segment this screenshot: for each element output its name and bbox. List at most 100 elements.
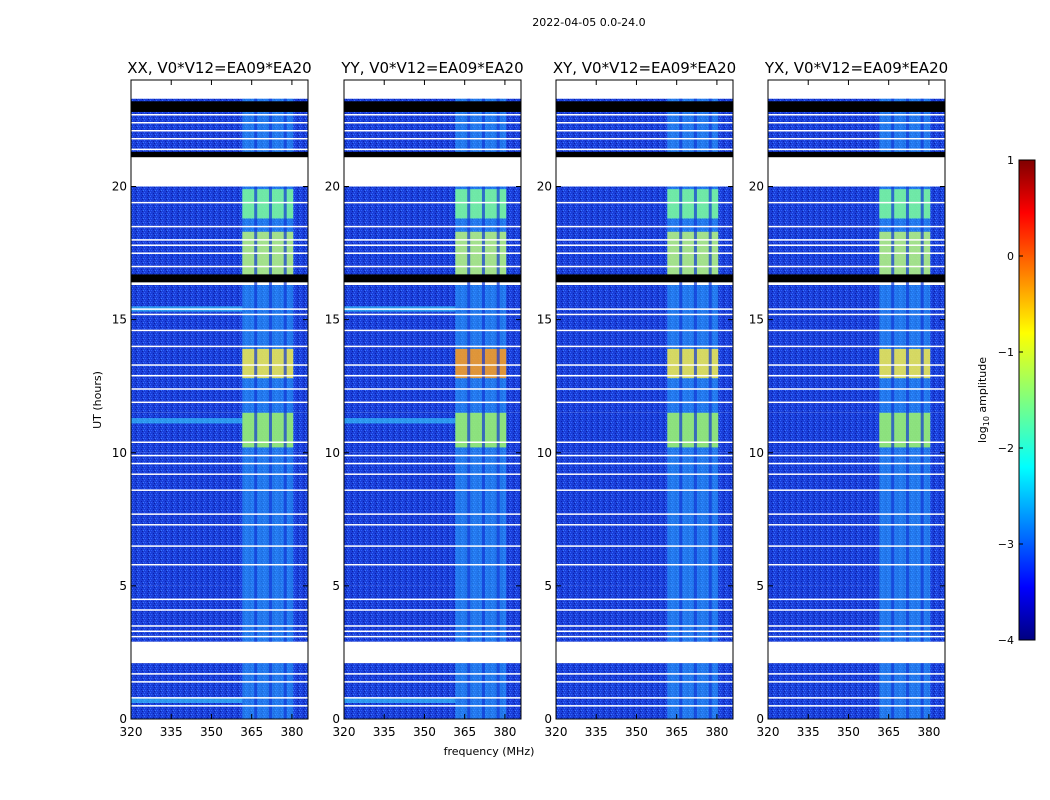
flagged-line — [556, 681, 733, 683]
cross-band-stripe — [344, 418, 456, 424]
flagged-line — [768, 345, 945, 348]
flagged-line — [556, 345, 733, 348]
flagged-line — [131, 609, 308, 611]
flagged-line — [556, 374, 733, 377]
flagged-line — [344, 313, 521, 316]
flagged-line — [768, 329, 945, 332]
y-tick-label: 5 — [544, 579, 552, 593]
channel-gap — [920, 80, 924, 719]
y-tick-label: 5 — [756, 579, 764, 593]
x-tick-label: 380 — [705, 725, 728, 739]
flagged-line — [556, 329, 733, 332]
flagged-line — [131, 313, 308, 316]
y-tick-label: 15 — [325, 313, 340, 327]
flagged-line — [556, 705, 733, 707]
flagged-line — [344, 401, 521, 404]
flagged-line — [768, 462, 945, 465]
channel-gap — [254, 80, 258, 719]
flagged-line — [344, 563, 521, 566]
black-stripe — [768, 101, 945, 112]
flagged-line — [556, 148, 733, 151]
x-tick-label: 350 — [837, 725, 860, 739]
flagged-line — [768, 545, 945, 547]
flagged-line — [768, 697, 945, 699]
black-stripe — [131, 151, 308, 158]
flagged-line — [344, 114, 521, 116]
flagged-line — [344, 148, 521, 151]
flagged-line — [344, 388, 521, 390]
colorbar-label: log10 amplitude — [976, 357, 991, 443]
y-axis-label: UT (hours) — [91, 371, 104, 429]
black-stripe — [556, 274, 733, 283]
cross-band-stripe — [344, 697, 456, 704]
flagged-line — [768, 148, 945, 151]
channel-gap — [693, 80, 697, 719]
flagged-line — [556, 201, 733, 204]
black-stripe — [344, 274, 521, 283]
colorbar-ticks: 1 0 −1 −2 −3 −4 — [998, 154, 1023, 647]
flagged-line — [344, 122, 521, 124]
flagged-line — [556, 598, 733, 601]
x-tick-label: 365 — [453, 725, 476, 739]
black-stripe — [131, 274, 308, 283]
x-tick-label: 350 — [200, 725, 223, 739]
panel-title: XY, V0*V12=EA09*EA20 — [553, 59, 736, 77]
flagged-line — [768, 454, 945, 457]
flagged-line — [556, 244, 733, 246]
y-tick-label: 0 — [332, 712, 340, 726]
y-tick-label: 0 — [119, 712, 127, 726]
flagged-line — [344, 129, 521, 132]
x-tick-label: 380 — [280, 725, 303, 739]
flagged-line — [344, 374, 521, 377]
spectrogram-panel-xy: XY, V0*V12=EA09*EA20 320 335 350 365 380 0 5 10 1… — [537, 59, 736, 739]
flagged-gap — [344, 154, 521, 187]
flagged-line — [768, 201, 945, 204]
flagged-line — [556, 441, 733, 443]
flagged-line — [344, 630, 521, 633]
flagged-line — [768, 609, 945, 611]
flagged-line — [556, 635, 733, 638]
flagged-line — [768, 265, 945, 268]
x-tick-label: 320 — [333, 725, 356, 739]
flagged-line — [768, 681, 945, 683]
flagged-line — [131, 345, 308, 348]
x-tick-label: 320 — [120, 725, 143, 739]
flagged-line — [131, 265, 308, 268]
flagged-line — [131, 244, 308, 246]
channel-gap — [268, 80, 272, 719]
flagged-line — [768, 598, 945, 601]
flagged-line — [768, 705, 945, 707]
flagged-line — [344, 635, 521, 638]
flagged-line — [344, 462, 521, 465]
flagged-line — [131, 630, 308, 633]
flagged-line — [768, 114, 945, 116]
flagged-line — [344, 364, 521, 366]
y-tick-label: 15 — [537, 313, 552, 327]
flagged-line — [344, 697, 521, 699]
y-tick-label: 20 — [537, 180, 552, 194]
flagged-line — [344, 545, 521, 547]
flagged-line — [556, 630, 733, 633]
y-tick-label: 20 — [749, 180, 764, 194]
flagged-line — [131, 364, 308, 366]
flagged-gap — [344, 641, 521, 664]
spectrogram-panel-yy: YY, V0*V12=EA09*EA20 320 335 350 365 380 0 5 10 1… — [325, 59, 524, 739]
channel-gap — [905, 80, 909, 719]
channel-gap — [283, 80, 287, 719]
y-tick-label: 10 — [537, 446, 552, 460]
x-tick-label: 380 — [917, 725, 940, 739]
flagged-line — [768, 489, 945, 491]
flagged-line — [768, 225, 945, 228]
flagged-line — [556, 225, 733, 228]
y-tick-label: 10 — [325, 446, 340, 460]
flagged-line — [344, 265, 521, 268]
flagged-line — [344, 308, 521, 310]
channel-gap — [708, 80, 712, 719]
spectrogram-panel-yx: YX, V0*V12=EA09*EA20 320 335 350 365 380 0 5 10 1… — [749, 59, 948, 739]
flagged-line — [344, 239, 521, 241]
flagged-line — [344, 673, 521, 675]
flagged-line — [768, 137, 945, 140]
x-tick-label: 335 — [373, 725, 396, 739]
flagged-gap — [131, 154, 308, 187]
